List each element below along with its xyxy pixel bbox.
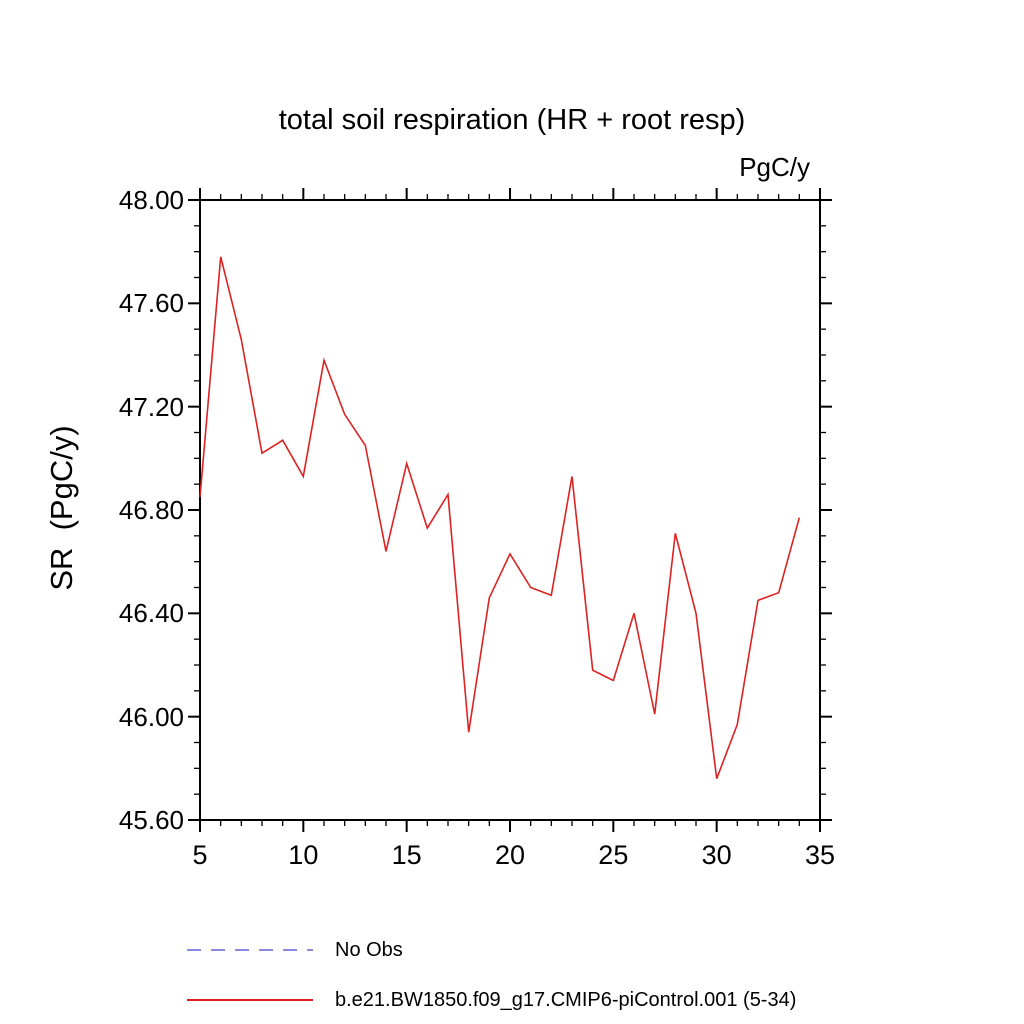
x-tick-label: 25 (598, 840, 629, 870)
legend-label-no-obs: No Obs (335, 938, 403, 961)
unit-label: PgC/y (739, 152, 810, 182)
y-tick-label: 46.00 (118, 701, 184, 732)
y-tick-label: 46.80 (118, 495, 184, 525)
x-tick-label: 15 (391, 840, 422, 870)
series-line (199, 256, 801, 779)
x-tick-label: 10 (288, 840, 319, 870)
plot-box (199, 199, 821, 821)
x-tick-label: 35 (804, 840, 836, 870)
x-tick-label: 5 (192, 840, 208, 870)
legend-row-series: b.e21.BW1850.f09_g17.CMIP6-piControl.001… (185, 988, 796, 1012)
y-tick-label: 46.40 (118, 598, 184, 629)
y-tick-label: 45.60 (118, 805, 184, 835)
y-tick-label: 48.00 (118, 185, 184, 215)
y-tick-label: 47.20 (118, 391, 184, 422)
series-line-sample (187, 999, 313, 1001)
x-tick-label: 30 (701, 840, 732, 870)
chart-title: total soil respiration (HR + root resp) (278, 104, 746, 136)
no-obs-line-sample (187, 949, 313, 951)
legend-label-series: b.e21.BW1850.f09_g17.CMIP6-piControl.001… (335, 988, 797, 1011)
x-tick-label: 20 (494, 840, 526, 870)
y-tick-label: 47.60 (118, 288, 184, 319)
legend-row-no-obs: No Obs (185, 938, 403, 962)
